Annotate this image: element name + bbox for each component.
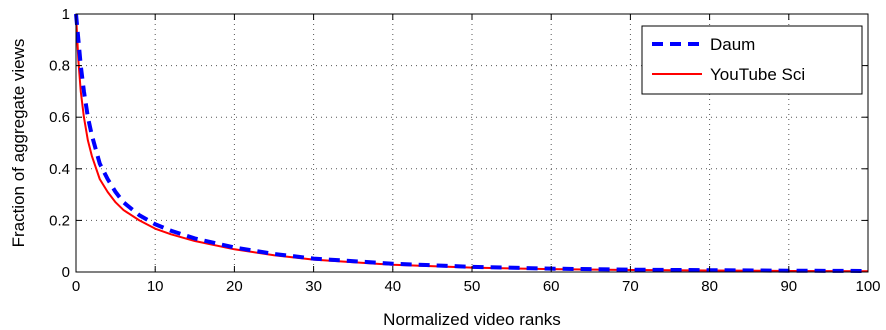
x-tick-label: 40	[384, 278, 401, 295]
x-tick-label: 10	[147, 278, 164, 295]
y-axis-label: Fraction of aggregate views	[9, 39, 28, 248]
series-line-daum	[74, 13, 869, 273]
y-tick-label: 0.6	[49, 109, 70, 126]
x-tick-label: 60	[543, 278, 560, 295]
x-tick-label: 90	[780, 278, 797, 295]
x-tick-label: 0	[72, 278, 80, 295]
legend-label-daum: Daum	[710, 35, 755, 54]
x-axis-label: Normalized video ranks	[383, 310, 561, 329]
y-tick-label: 0.2	[49, 212, 70, 229]
legend-box	[641, 25, 863, 95]
legend-label-youtube-sci: YouTube Sci	[710, 65, 805, 84]
x-tick-label: 80	[701, 278, 718, 295]
y-tick-label: 0.4	[49, 161, 70, 178]
x-tick-labels: 0 10 20 30 40 50 60 70 80 90 100	[72, 278, 881, 295]
series-lines	[74, 13, 869, 273]
x-tick-label: 70	[622, 278, 639, 295]
y-tick-label: 0	[62, 264, 70, 281]
x-tick-label: 50	[464, 278, 481, 295]
x-tick-label: 30	[305, 278, 322, 295]
legend: Daum YouTube Sci	[641, 25, 863, 95]
axis-ticks	[75, 13, 869, 273]
y-tick-labels: 0 0.2 0.4 0.6 0.8 1	[49, 6, 70, 281]
y-tick-label: 1	[62, 6, 70, 23]
x-tick-label: 20	[226, 278, 243, 295]
x-tick-label: 100	[855, 278, 880, 295]
y-tick-label: 0.8	[49, 58, 70, 75]
